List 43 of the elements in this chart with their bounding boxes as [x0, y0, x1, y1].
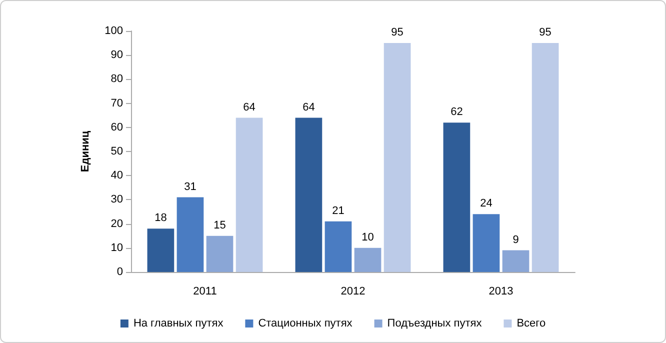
data-label: 64 — [302, 101, 315, 114]
data-label: 95 — [539, 26, 552, 39]
y-tick-label: 70 — [110, 97, 123, 110]
bar — [532, 43, 559, 272]
data-label: 9 — [512, 234, 519, 246]
bar — [236, 118, 263, 272]
y-tick-label: 10 — [110, 242, 123, 254]
data-label: 21 — [332, 204, 344, 217]
x-tick-label: 2011 — [193, 286, 217, 298]
data-label: 15 — [214, 219, 226, 232]
y-tick-label: 60 — [110, 121, 123, 134]
y-axis-title: Единиц — [80, 130, 92, 172]
data-label: 31 — [184, 180, 196, 193]
bar — [354, 248, 382, 272]
legend-label: На главных путях — [133, 318, 224, 330]
x-tick-label: 2012 — [340, 286, 366, 298]
y-tick-label: 0 — [116, 266, 123, 278]
y-tick-label: 20 — [110, 218, 123, 230]
data-label: 10 — [362, 231, 374, 244]
bar — [295, 118, 322, 272]
data-label: 95 — [391, 26, 404, 39]
bar — [324, 221, 352, 272]
data-label: 64 — [243, 101, 256, 114]
y-tick-label: 40 — [110, 170, 123, 182]
bar — [147, 228, 174, 272]
bar — [502, 250, 530, 272]
bar — [176, 197, 204, 272]
bar — [384, 43, 411, 272]
data-label: 18 — [154, 212, 167, 224]
data-label: 62 — [450, 106, 463, 118]
y-tick-label: 80 — [110, 73, 123, 86]
bar — [472, 214, 500, 272]
bar — [206, 236, 234, 272]
legend-label: Подъездных путях — [387, 318, 482, 330]
data-label: 24 — [480, 198, 492, 210]
legend-label: Всего — [516, 318, 546, 330]
legend-label: Стационных путях — [258, 318, 353, 330]
y-tick-label: 50 — [110, 146, 123, 158]
x-tick-label: 2013 — [488, 286, 514, 298]
y-tick-label: 30 — [110, 194, 123, 206]
y-tick-label: 100 — [104, 25, 123, 37]
y-tick-label: 90 — [110, 49, 123, 62]
bar — [443, 122, 470, 272]
